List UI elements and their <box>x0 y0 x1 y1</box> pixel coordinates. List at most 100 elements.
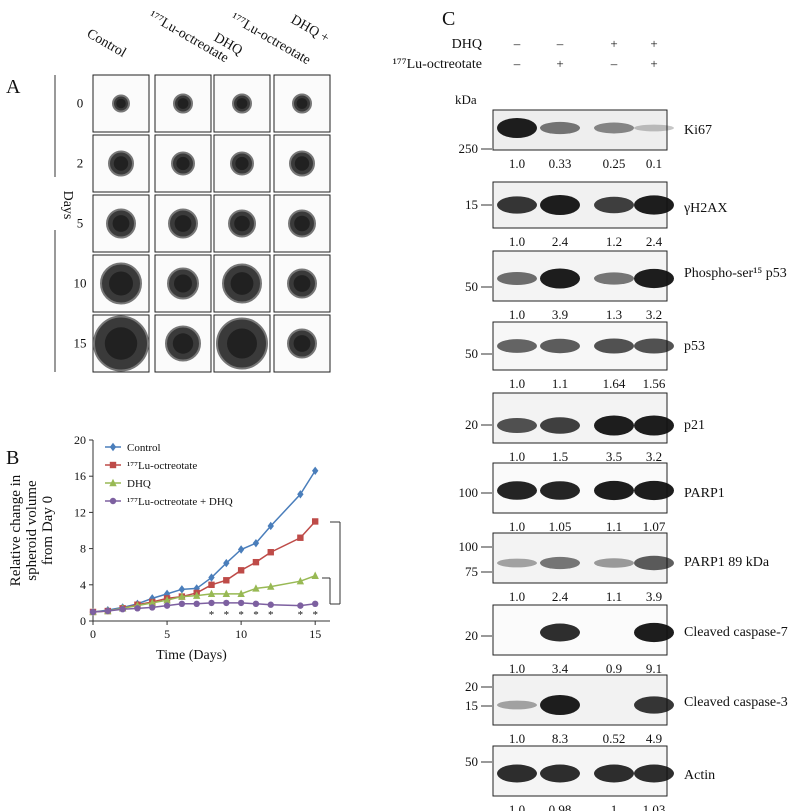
panel-label: A <box>6 76 21 98</box>
marker-label: 75 <box>465 564 478 579</box>
point <box>193 600 200 608</box>
point <box>163 595 171 604</box>
band <box>540 623 580 642</box>
point <box>222 589 231 598</box>
band <box>497 700 537 710</box>
condition-sign: – <box>513 56 521 71</box>
quantification: 0.33 <box>549 156 572 171</box>
band <box>634 268 674 289</box>
spheroid-core <box>174 274 192 293</box>
y-axis-label: spheroid volume <box>24 480 40 581</box>
legend-marker <box>109 442 117 452</box>
spheroid-core <box>293 335 311 352</box>
quantification: 1.3 <box>606 307 622 322</box>
spheroid-core <box>235 156 249 171</box>
point <box>297 490 304 499</box>
condition-sign: + <box>556 56 563 71</box>
spheroid-core <box>294 156 310 171</box>
marker-label: 250 <box>459 141 479 156</box>
quantification: 1.0 <box>509 519 525 534</box>
condition-sign: – <box>610 56 618 71</box>
point <box>311 518 319 525</box>
point <box>237 589 245 598</box>
legend-label: ¹⁷⁷Lu-octreotate + DHQ <box>127 496 233 508</box>
spheroid-core <box>113 156 129 171</box>
significance: * <box>253 609 259 621</box>
quantification: 9.1 <box>646 661 662 676</box>
quantification: 1.05 <box>549 519 572 534</box>
blot-label: γH2AX <box>683 201 728 216</box>
band <box>634 415 674 436</box>
band <box>594 480 634 501</box>
point <box>311 600 319 608</box>
spheroid-core <box>236 98 248 109</box>
x-tick-label: 10 <box>235 627 247 641</box>
point <box>223 577 230 584</box>
legend-marker <box>109 497 117 505</box>
quantification: 1.2 <box>606 234 622 249</box>
x-tick-label: 5 <box>164 627 170 641</box>
row-label: 5 <box>77 216 84 231</box>
band <box>634 338 674 354</box>
point <box>104 607 112 615</box>
band <box>497 417 537 434</box>
quantification: 1.0 <box>509 307 525 322</box>
condition-label: ¹⁷⁷Lu-octreotate <box>393 57 482 72</box>
quantification: 0.25 <box>603 156 626 171</box>
point <box>296 576 305 585</box>
point <box>208 581 215 588</box>
band <box>634 124 674 132</box>
quantification: 1.5 <box>552 449 568 464</box>
point <box>148 598 156 607</box>
quantification: 0.9 <box>606 661 622 676</box>
blot-label: Phospho-ser¹⁵ p53 <box>684 266 787 281</box>
spheroid-core <box>104 327 138 360</box>
quantification: 1.0 <box>509 234 525 249</box>
point <box>297 602 304 609</box>
quantification: 1.0 <box>509 449 525 464</box>
quantification: 0.98 <box>549 802 572 811</box>
point <box>163 602 171 609</box>
quantification: 1.0 <box>509 376 525 391</box>
spheroid-core <box>293 275 311 292</box>
spheroid-core <box>176 156 190 171</box>
point <box>134 605 141 612</box>
condition-sign: + <box>650 56 657 71</box>
marker-label: 15 <box>465 197 478 212</box>
point <box>223 599 230 607</box>
spheroid-core <box>116 98 126 109</box>
significance: * <box>268 609 274 621</box>
point <box>192 591 201 599</box>
band <box>497 481 537 500</box>
legend-label: ¹⁷⁷Lu-octreotate <box>127 460 197 472</box>
band <box>540 195 580 215</box>
quantification: 1.0 <box>509 802 525 811</box>
significance: * <box>298 609 304 621</box>
significance: * <box>312 609 318 621</box>
y-tick-label: 16 <box>74 469 86 483</box>
condition-sign: – <box>513 36 521 51</box>
band <box>540 695 580 715</box>
band <box>540 481 580 500</box>
point <box>267 601 274 608</box>
band <box>594 415 634 436</box>
y-tick-label: 4 <box>80 578 86 592</box>
band <box>497 339 537 353</box>
condition-sign: + <box>610 36 617 51</box>
marker-label: 50 <box>465 754 478 769</box>
point <box>223 558 230 568</box>
blot-label: Ki67 <box>684 123 712 138</box>
quantification: 1.0 <box>509 731 525 746</box>
point <box>252 558 260 566</box>
band <box>594 196 634 214</box>
point <box>311 466 319 475</box>
band <box>594 338 634 354</box>
row-label: 15 <box>74 336 87 351</box>
x-axis-label: Time (Days) <box>156 648 227 663</box>
marker-label: 50 <box>465 279 478 294</box>
quantification: 1.0 <box>509 589 525 604</box>
y-tick-label: 0 <box>80 614 86 628</box>
band <box>634 764 674 783</box>
point <box>208 599 215 607</box>
spheroid-core <box>230 272 254 295</box>
